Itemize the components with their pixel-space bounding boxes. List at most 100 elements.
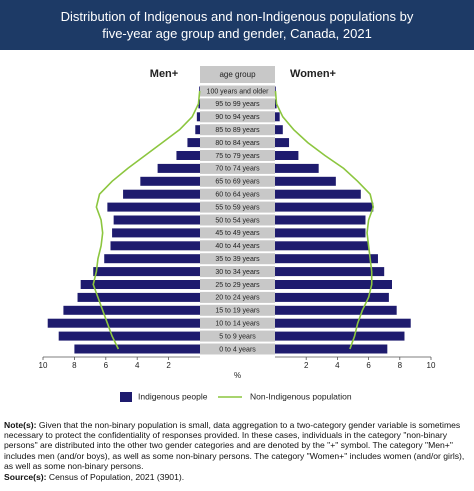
notes-label: Note(s): [4,420,37,430]
notes: Note(s): Given that the non-binary popul… [4,420,468,471]
bar-men [176,151,200,160]
header-box [200,66,275,83]
category-label: 100 years and older [207,88,270,95]
category-header: age group [219,70,256,79]
bar-women [275,292,389,302]
source: Source(s): Census of Population, 2021 (3… [4,472,468,482]
chart-title: Distribution of Indigenous and non-Indig… [60,9,414,41]
category-label: 70 to 74 years [215,166,260,173]
category-box [200,266,275,278]
x-tick-label: 6 [104,361,109,370]
category-label: 95 to 99 years [215,101,260,108]
category-box [200,188,275,200]
x-tick-label: 10 [39,361,48,370]
bar-women [275,280,392,289]
category-box [200,240,275,252]
bar-women [275,189,361,199]
category-box [200,201,275,213]
legend-label: Non-Indigenous population [250,391,352,401]
bar-women [275,344,388,354]
bar-women [275,215,366,225]
category-box [200,291,275,303]
category-box [200,111,275,123]
category-label: 15 to 19 years [215,308,260,315]
bar-women [275,163,319,173]
legend-swatch [120,392,132,402]
bar-men [107,202,200,212]
bar-men [110,241,200,251]
category-label: 25 to 29 years [215,282,260,289]
bar-men [123,189,200,199]
category-box [200,98,275,110]
category-box [200,137,275,149]
bar-women [275,112,280,122]
bar-men [195,125,200,135]
category-label: 20 to 24 years [215,295,260,302]
category-box [200,304,275,316]
bar-women [275,138,290,148]
category-box [200,330,275,342]
source-text: Census of Population, 2021 (3901). [48,472,185,482]
left-label: Men+ [150,68,178,80]
x-tick-label: 2 [166,361,171,370]
legend-label: Indigenous people [138,391,208,401]
category-label: 0 to 4 years [219,346,256,353]
category-box [200,227,275,239]
bar-men [63,305,200,315]
bar-men [196,112,200,122]
category-box [200,279,275,290]
chart: Men+ Women+ age group 100 years and older 95… [39,66,436,402]
bar-men [112,228,200,238]
right-label: Women+ [290,68,336,80]
title-banner [0,0,474,50]
bar-men [187,138,200,148]
x-tick-label: 10 [427,361,436,370]
category-label: 50 to 54 years [215,217,260,224]
bar-men [113,215,200,225]
category-box [200,317,275,329]
bar-men [80,280,200,289]
category-box [200,162,275,174]
category-box [200,214,275,226]
category-box [200,85,275,97]
x-tick-label: 4 [135,361,140,370]
category-label: 40 to 44 years [215,243,260,250]
bar-women [275,125,283,135]
category-box [200,150,275,161]
bar-women [275,151,299,160]
bar-men [77,292,200,302]
x-tick-label: 4 [335,361,340,370]
bar-men [157,163,200,173]
category-label: 80 to 84 years [215,140,260,147]
bar-women [275,176,336,186]
category-box [200,253,275,265]
source-label: Source(s): [4,472,47,482]
category-label: 60 to 64 years [215,192,260,199]
bar-women [275,241,369,251]
bar-women [275,318,411,328]
bar-women [275,228,366,238]
x-tick-label: 8 [72,361,77,370]
category-box [200,175,275,187]
line-women [274,90,375,350]
bar-men [140,176,200,186]
bar-women [275,305,397,315]
bar-women [275,254,378,264]
bar-women [275,267,385,277]
bar-men [104,254,200,264]
bar-men [58,331,201,341]
category-label: 45 to 49 years [215,230,260,237]
category-box [200,124,275,136]
category-label: 75 to 79 years [215,153,260,160]
category-box [200,343,275,355]
category-label: 5 to 9 years [219,333,256,340]
x-tick-label: 2 [304,361,309,370]
notes-text: Given that the non-binary population is … [4,420,465,471]
bar-women [275,86,276,96]
x-tick-label: 6 [366,361,371,370]
bar-men [74,344,200,354]
category-label: 55 to 59 years [215,204,260,211]
x-axis-label: % [234,371,241,380]
category-label: 65 to 69 years [215,179,260,186]
